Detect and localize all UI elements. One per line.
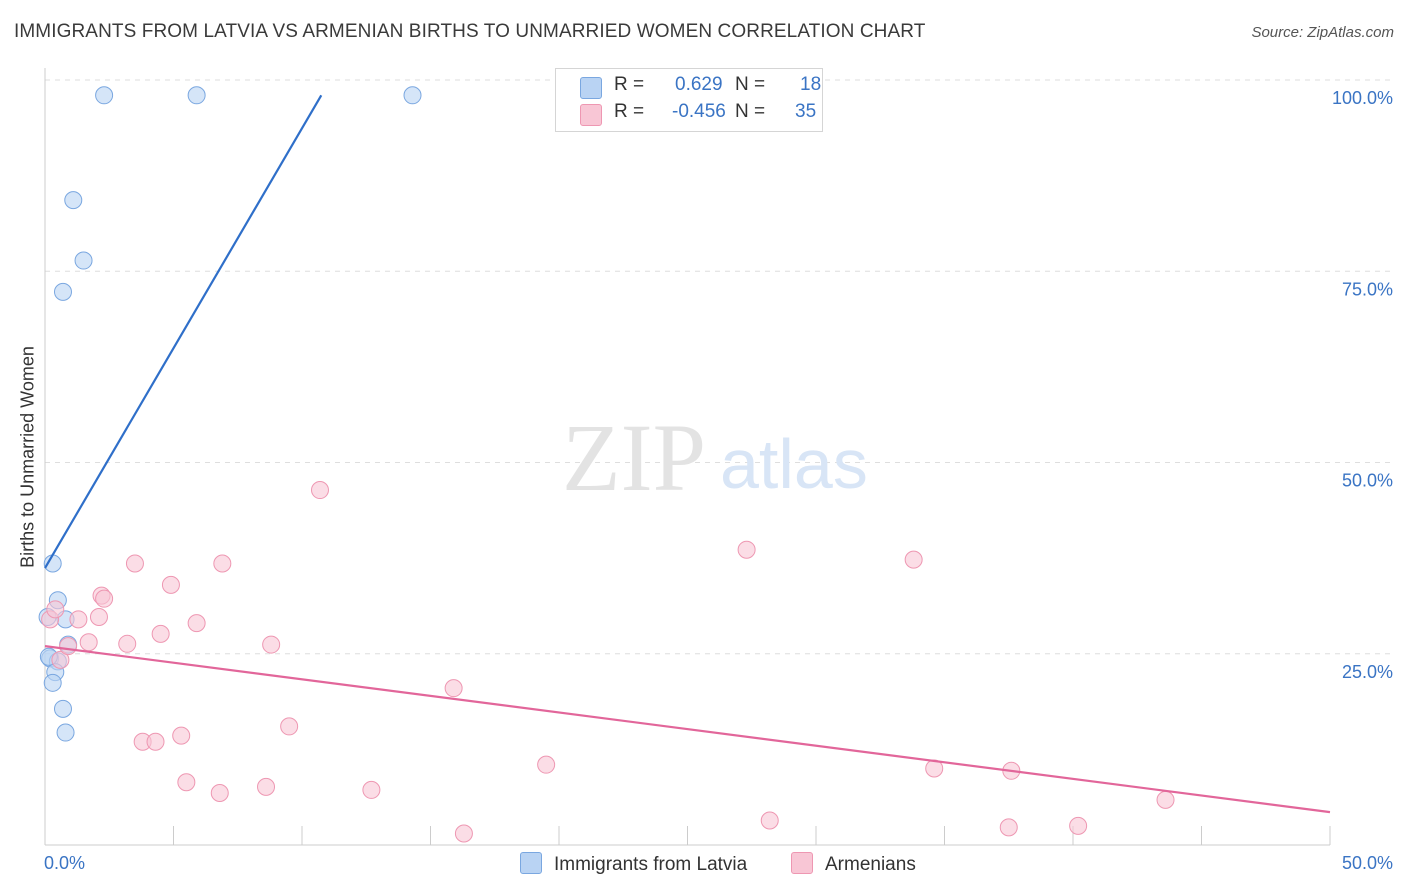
armenian-point (172, 726, 191, 745)
latvia-point (95, 86, 114, 105)
legend-r-label: R = (614, 74, 645, 95)
legend-swatch-latvia (580, 77, 602, 99)
armenian-point (280, 717, 299, 736)
latvia-point (187, 86, 206, 105)
bottom-legend-latvia: Immigrants from Latvia (520, 852, 747, 876)
chart-title: IMMIGRANTS FROM LATVIA VS ARMENIAN BIRTH… (14, 21, 926, 42)
legend-n-label: N = (735, 101, 766, 122)
armenian-point (760, 811, 779, 830)
latvia-trend-line (44, 94, 323, 569)
armenian-point (1069, 816, 1088, 835)
source-credit: Source: ZipAtlas.com (1251, 24, 1394, 41)
armenian-trend-line (44, 645, 1331, 814)
watermark-atlas: atlas (720, 425, 868, 503)
y-tick-label: 100.0% (1332, 88, 1393, 108)
armenian-point (79, 633, 98, 652)
armenian-point (310, 481, 329, 500)
armenian-point (46, 600, 65, 619)
grid-lines (45, 79, 1390, 655)
trend-lines (44, 94, 1331, 814)
x-tick-label: 50.0% (1342, 853, 1393, 873)
armenian-point (362, 780, 381, 799)
armenian-point (210, 783, 229, 802)
armenian-point (444, 679, 463, 698)
bottom-legend-swatch-armenians (791, 852, 813, 874)
legend-r-value-armenians: -0.456 (672, 101, 726, 122)
armenian-point (904, 550, 923, 569)
y-tick-label: 75.0% (1342, 279, 1393, 299)
legend-swatch-armenians (580, 104, 602, 126)
armenian-point (69, 610, 88, 629)
y-tick-label: 25.0% (1342, 662, 1393, 682)
bottom-legend-label-latvia: Immigrants from Latvia (554, 854, 748, 875)
armenian-point (161, 575, 180, 594)
latvia-point (403, 86, 422, 105)
x-tick-label: 0.0% (44, 853, 85, 873)
latvia-point (53, 699, 72, 718)
armenian-point (89, 608, 108, 627)
latvia-point (43, 673, 62, 692)
latvia-point (56, 723, 75, 742)
armenian-point (262, 635, 281, 654)
latvia-point (74, 251, 93, 270)
legend-r-value-latvia: 0.629 (675, 74, 723, 95)
armenian-point (1156, 790, 1175, 809)
armenian-point (537, 755, 556, 774)
armenian-point (118, 634, 137, 653)
correlation-legend: R = 0.629 N = 18 R = -0.456 N = 35 (555, 68, 823, 132)
bottom-legend-label-armenians: Armenians (825, 854, 916, 875)
armenian-point (999, 818, 1018, 837)
legend-n-label: N = (735, 74, 766, 95)
legend-r-label: R = (614, 101, 645, 122)
armenian-point (125, 554, 144, 573)
armenian-point (51, 650, 70, 669)
watermark-zip: ZIP (562, 404, 706, 511)
legend-n-value-armenians: 35 (795, 101, 817, 122)
armenian-point (187, 614, 206, 633)
armenian-point (177, 773, 196, 792)
bottom-legend-swatch-latvia (520, 852, 542, 874)
armenian-point (146, 732, 165, 751)
armenian-point (213, 554, 232, 573)
armenian-point (737, 540, 756, 559)
latvia-point (64, 191, 83, 210)
tick-labels: 25.0% 50.0% 75.0% 100.0% 0.0% 50.0% (44, 88, 1393, 873)
armenian-point (95, 589, 114, 608)
latvia-point (53, 282, 72, 301)
armenian-point (454, 824, 473, 843)
y-axis-label: Births to Unmarried Women (17, 346, 38, 568)
y-tick-label: 50.0% (1342, 471, 1393, 491)
armenian-point (257, 777, 276, 796)
data-points (38, 86, 1175, 843)
armenian-point (151, 624, 170, 643)
legend-n-value-latvia: 18 (800, 74, 822, 95)
bottom-legend-armenians: Armenians (791, 852, 916, 876)
armenian-point (59, 637, 78, 656)
